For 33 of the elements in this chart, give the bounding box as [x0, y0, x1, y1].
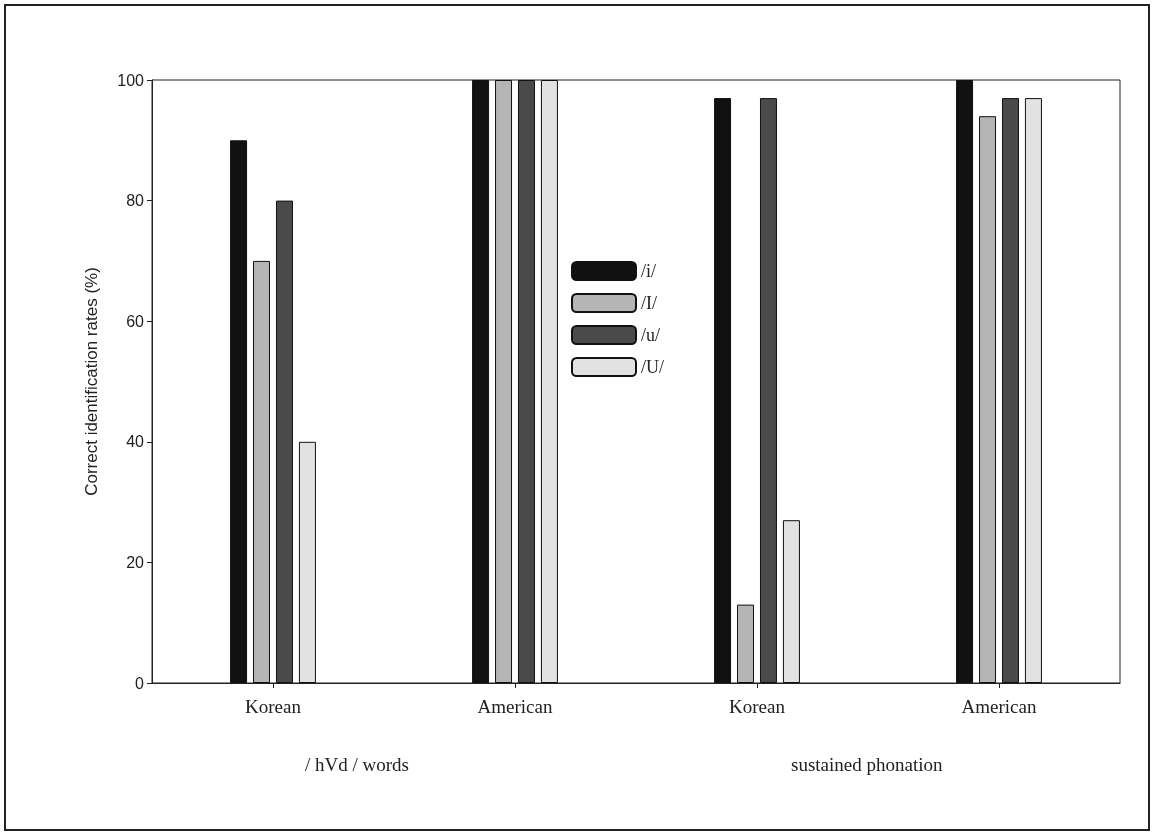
text: / hVd / words — [305, 754, 409, 775]
bar — [956, 80, 974, 683]
y-axis-title: Correct identification rates (%) — [82, 267, 101, 496]
bar — [979, 116, 997, 683]
legend-label: /U/ — [641, 357, 665, 377]
x-tick-label: Korean — [729, 696, 786, 717]
bar — [1024, 98, 1042, 683]
bar — [253, 260, 271, 683]
y-tick-label: 60 — [126, 312, 145, 330]
text: sustained phonation — [791, 754, 943, 775]
bar — [495, 80, 513, 683]
bar — [737, 604, 755, 683]
bar — [782, 520, 800, 683]
x-tick-label: American — [477, 696, 553, 717]
legend-label: /I/ — [641, 293, 657, 313]
legend-label: /i/ — [641, 261, 657, 281]
bar — [275, 200, 293, 683]
bar — [472, 80, 490, 683]
bar — [230, 140, 248, 683]
y-tick-label: 80 — [126, 192, 145, 210]
bar — [759, 98, 777, 683]
y-tick-label: 0 — [135, 674, 145, 692]
y-tick-label: 40 — [126, 433, 145, 451]
bar — [540, 80, 558, 683]
x-tick-label: Korean — [245, 696, 302, 717]
y-tick-label: 100 — [117, 71, 145, 89]
bar — [1001, 98, 1019, 683]
x-tick-label: American — [961, 696, 1037, 717]
bar — [517, 80, 535, 683]
y-tick-label: 20 — [126, 553, 145, 571]
legend-label: /u/ — [641, 325, 661, 345]
bar — [298, 441, 316, 683]
bar — [714, 98, 732, 683]
